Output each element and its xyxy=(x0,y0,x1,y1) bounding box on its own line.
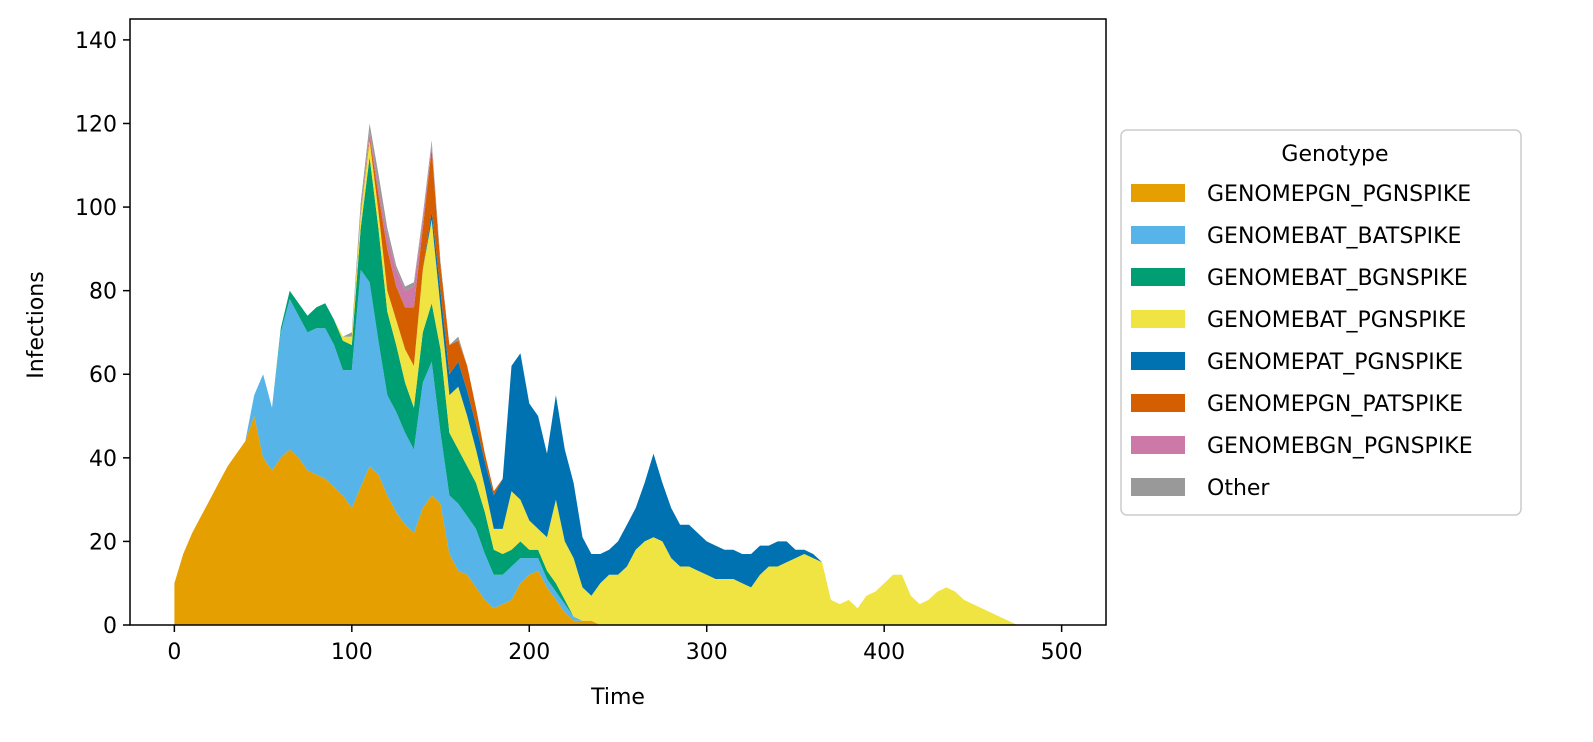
x-tick-label: 0 xyxy=(167,640,181,665)
legend-swatch xyxy=(1131,184,1185,202)
legend-title: Genotype xyxy=(1281,142,1388,167)
area-series-genomepgn-pgnspike xyxy=(174,416,1062,625)
legend-label: GENOMEBAT_BATSPIKE xyxy=(1207,224,1461,249)
legend-swatch xyxy=(1131,310,1185,328)
legend-swatch xyxy=(1131,436,1185,454)
plot-area xyxy=(174,123,1062,626)
legend-label: GENOMEPGN_PGNSPIKE xyxy=(1207,182,1471,207)
x-tick-label: 200 xyxy=(508,640,550,665)
y-tick-label: 40 xyxy=(89,447,117,472)
legend-items: GENOMEPGN_PGNSPIKE GENOMEBAT_BATSPIKE GENO… xyxy=(1131,182,1473,501)
legend-label: GENOMEPGN_PATSPIKE xyxy=(1207,392,1463,417)
y-tick-label: 0 xyxy=(103,614,117,639)
y-tick-label: 60 xyxy=(89,363,117,388)
x-axis-label: Time xyxy=(590,685,645,710)
legend-swatch xyxy=(1131,352,1185,370)
y-tick-label: 20 xyxy=(89,530,117,555)
y-axis-label: Infections xyxy=(24,271,49,378)
plot-frame xyxy=(129,18,1107,626)
legend-label: GENOMEBGN_PGNSPIKE xyxy=(1207,434,1473,459)
legend-swatch xyxy=(1131,394,1185,412)
x-tick-label: 100 xyxy=(331,640,373,665)
legend-label: Other xyxy=(1207,476,1270,501)
legend-swatch xyxy=(1131,268,1185,286)
legend-label: GENOMEBAT_BGNSPIKE xyxy=(1207,266,1468,291)
area-series-genomebat-batspike xyxy=(174,269,1062,625)
y-tick-label: 80 xyxy=(89,280,117,305)
legend-swatch xyxy=(1131,226,1185,244)
y-axis: 0 20 40 60 80 100 120 140 xyxy=(75,29,130,639)
legend-swatch xyxy=(1131,478,1185,496)
y-tick-label: 120 xyxy=(75,112,117,137)
legend-label: GENOMEPAT_PGNSPIKE xyxy=(1207,350,1463,375)
y-tick-label: 100 xyxy=(75,196,117,221)
x-tick-label: 400 xyxy=(863,640,905,665)
x-tick-label: 300 xyxy=(686,640,728,665)
legend-box xyxy=(1120,129,1522,516)
legend-label: GENOMEBAT_PGNSPIKE xyxy=(1207,308,1466,333)
legend: Genotype GENOMEPGN_PGNSPIKE GENOMEBAT_BAT… xyxy=(1120,129,1522,516)
y-tick-label: 140 xyxy=(75,29,117,54)
x-axis: 0 100 200 300 400 500 xyxy=(167,625,1083,665)
x-tick-label: 500 xyxy=(1041,640,1083,665)
